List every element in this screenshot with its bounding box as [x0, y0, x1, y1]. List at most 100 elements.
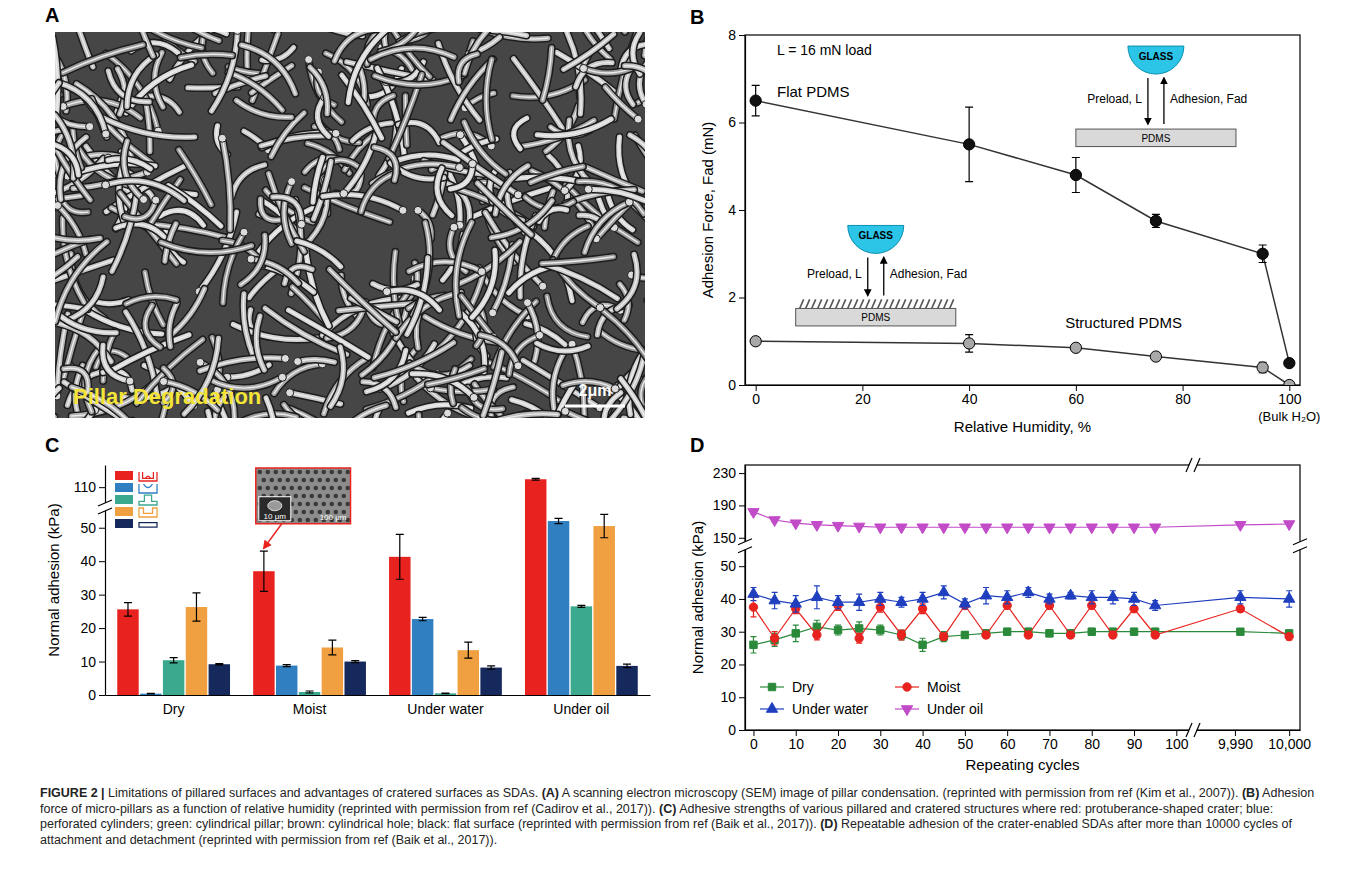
image-texture — [55, 233, 100, 240]
image-texture — [472, 414, 557, 418]
image-texture — [617, 254, 637, 309]
image-texture — [596, 304, 604, 312]
image-texture — [102, 130, 110, 138]
tick-label: 10 — [80, 654, 96, 670]
image-texture — [126, 297, 176, 304]
image-texture — [55, 242, 107, 322]
inset-glass — [1128, 46, 1184, 74]
image-texture — [621, 379, 645, 418]
image-texture — [310, 67, 328, 114]
inset-texture — [265, 486, 270, 491]
image-texture — [437, 168, 452, 215]
image-texture — [55, 233, 100, 240]
image-texture — [371, 48, 454, 59]
series-label: Structured PDMS — [1065, 314, 1182, 331]
panel-label: B — [690, 6, 704, 28]
image-texture — [472, 250, 495, 317]
image-texture — [340, 190, 348, 198]
image-texture — [161, 242, 251, 252]
image-texture — [86, 123, 94, 131]
error-bar — [283, 665, 291, 667]
image-texture — [626, 69, 633, 104]
image-texture — [330, 269, 396, 332]
image-texture — [374, 343, 453, 378]
image-texture — [265, 308, 347, 354]
inset-texture — [281, 470, 286, 475]
inset-label: Preload, L — [1087, 92, 1142, 106]
tick-label: 20 — [855, 391, 871, 407]
tick: 2 — [728, 289, 745, 305]
image-texture — [374, 147, 396, 180]
tick-mark — [99, 595, 105, 596]
inset-texture — [289, 486, 294, 491]
image-texture — [289, 310, 369, 357]
image-texture — [585, 202, 630, 252]
inset-arrow — [867, 257, 868, 295]
image-texture — [450, 164, 472, 189]
image-texture — [374, 147, 396, 180]
image-texture — [182, 32, 219, 41]
image-texture — [55, 38, 58, 117]
image-texture — [273, 197, 306, 228]
image-texture — [125, 200, 156, 219]
image-texture — [241, 45, 295, 94]
image-texture — [483, 352, 502, 415]
inset-pillar — [890, 299, 894, 308]
image-texture — [472, 414, 557, 418]
image-texture — [565, 411, 635, 418]
image-texture — [55, 417, 57, 418]
image-texture — [103, 345, 130, 381]
error-bar — [147, 693, 155, 695]
image-texture — [478, 183, 532, 234]
image-texture — [237, 100, 292, 117]
image-texture — [489, 309, 497, 317]
axis-title: Relative Humidity, % — [954, 418, 1091, 435]
image-texture — [537, 343, 588, 351]
image-texture — [289, 310, 369, 357]
tick: 30 — [80, 587, 105, 603]
image-texture — [625, 66, 645, 87]
image-texture — [617, 254, 637, 309]
tick: 20 — [855, 385, 871, 407]
inset-texture — [309, 494, 314, 499]
tick: Under oil — [553, 695, 609, 717]
inset-texture — [329, 486, 334, 491]
legend-icon — [139, 484, 157, 493]
inset-pillar — [902, 299, 906, 308]
image-texture — [55, 417, 57, 418]
image-texture — [256, 316, 264, 370]
inset-texture — [305, 470, 310, 475]
image-texture — [284, 178, 296, 244]
image-texture — [112, 192, 137, 272]
image-texture — [106, 181, 184, 201]
inset-texture — [321, 502, 326, 507]
legend — [115, 471, 157, 528]
image-texture — [125, 200, 156, 219]
sem-image — [55, 32, 645, 418]
bar — [480, 668, 501, 695]
image-texture — [409, 262, 482, 272]
image-texture — [330, 269, 396, 332]
error-bar — [532, 478, 540, 480]
tick-label: 60 — [1069, 391, 1085, 407]
image-texture — [480, 335, 518, 366]
inset-texture — [333, 478, 338, 483]
image-texture — [472, 414, 557, 418]
marker — [1070, 169, 1081, 180]
axis: 01020304050110 — [74, 466, 106, 703]
bar — [163, 660, 184, 695]
image-texture — [543, 264, 618, 299]
image-texture — [395, 413, 448, 418]
image-texture — [146, 103, 150, 152]
inset-texture — [313, 470, 318, 475]
inset-texture — [281, 486, 286, 491]
image-texture — [464, 122, 505, 174]
image-texture — [192, 411, 210, 418]
legend-swatch — [115, 483, 133, 492]
image-texture — [580, 64, 588, 72]
image-texture — [634, 115, 642, 123]
image-texture — [565, 411, 635, 418]
image-texture — [127, 55, 156, 107]
axis: DryMoistUnder waterUnder oil — [106, 695, 651, 717]
tick: 6 — [728, 114, 745, 130]
